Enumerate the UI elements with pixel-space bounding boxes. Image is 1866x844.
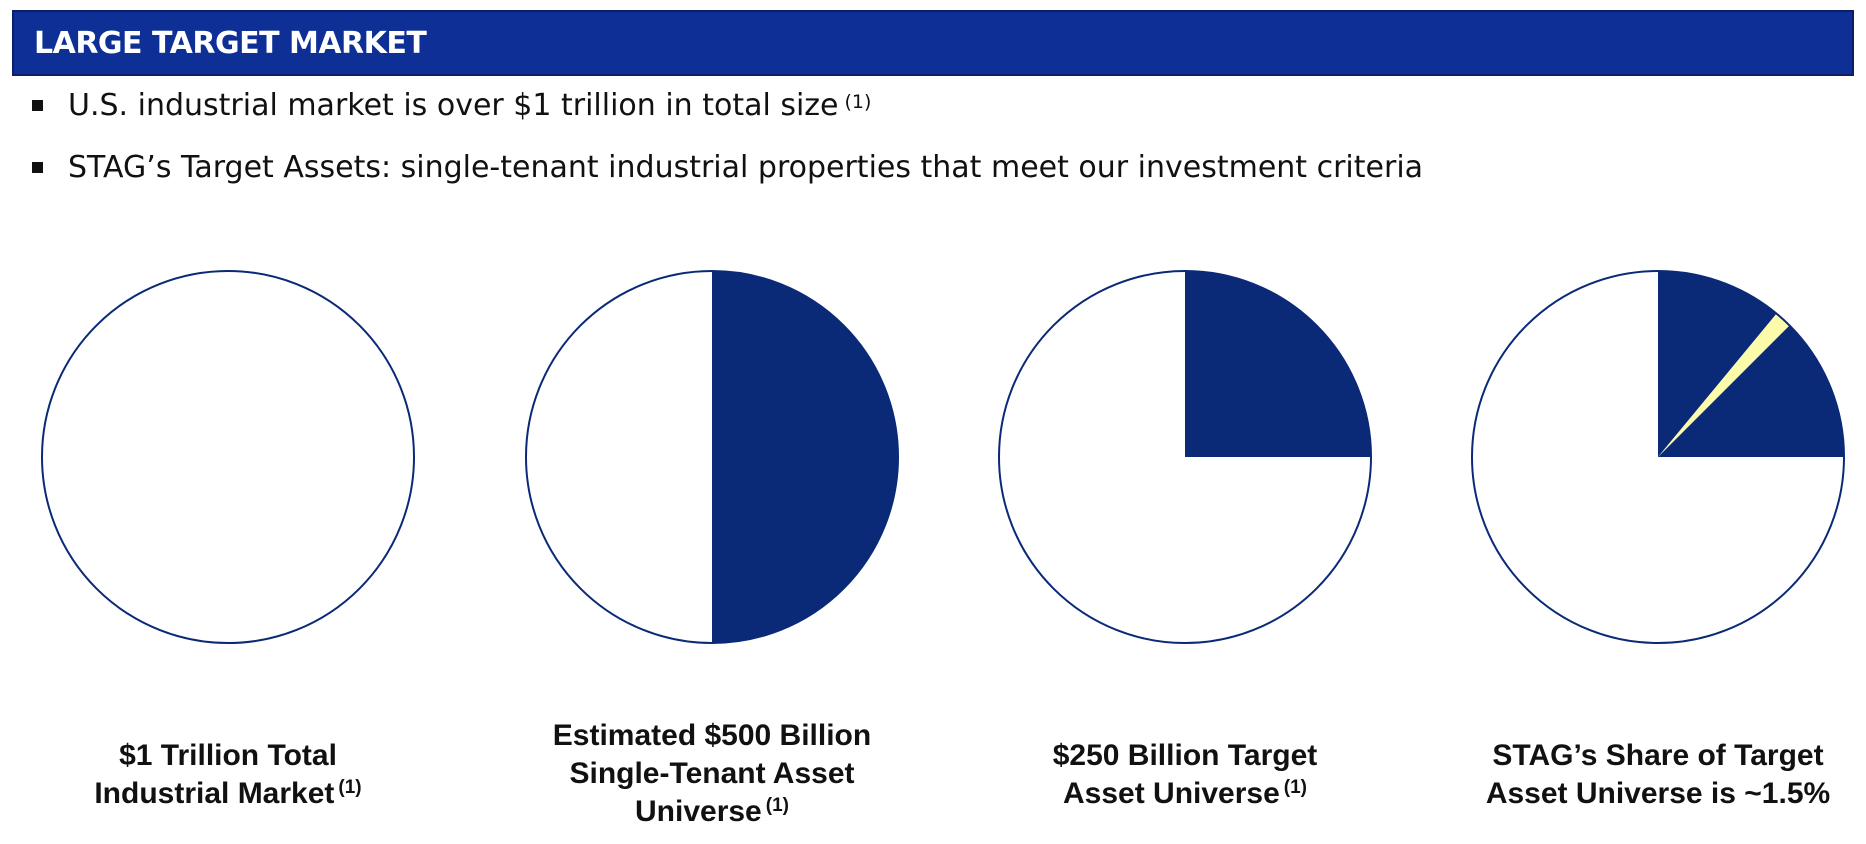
footnote-marker: (1) xyxy=(765,795,789,816)
pie-label: STAG’s Share of Target Asset Universe is … xyxy=(1438,737,1866,813)
pie-outline xyxy=(525,270,899,644)
pie-label-text: Estimated $500 Billion xyxy=(552,719,872,752)
pie-slice xyxy=(1658,313,1790,457)
pie-label-line: $1 Trillion Total xyxy=(8,737,448,775)
square-bullet-icon xyxy=(32,162,43,173)
footnote-marker: (1) xyxy=(844,91,872,113)
pie-chart xyxy=(998,270,1372,644)
pie-label-line: Estimated $500 Billion xyxy=(492,717,932,755)
pie-label-text: $1 Trillion Total xyxy=(119,739,337,772)
pie-slice xyxy=(1658,325,1844,457)
pie-outline xyxy=(1471,270,1845,644)
pie-label-line: Industrial Market (1) xyxy=(8,775,448,813)
pie-label-line: Single-Tenant Asset xyxy=(492,755,932,793)
pie-label-text: Asset Universe xyxy=(1062,777,1280,810)
footnote-marker: (1) xyxy=(1283,777,1308,798)
pie-label-text: Single-Tenant Asset xyxy=(569,757,855,790)
bullet-item: U.S. industrial market is over $1 trilli… xyxy=(32,88,1832,150)
pie-chart xyxy=(1471,270,1845,644)
pie-label: Estimated $500 Billion Single-Tenant Asse… xyxy=(492,717,932,831)
pie-label: $1 Trillion Total Industrial Market (1) xyxy=(8,737,448,813)
pie-label-text: STAG’s Share of Target xyxy=(1492,739,1824,772)
pie-slice xyxy=(1658,271,1777,457)
pie-outline xyxy=(998,270,1372,644)
pie-label-text: Industrial Market xyxy=(94,777,335,810)
pie-label-text: Universe xyxy=(635,795,762,828)
pie-label-line: STAG’s Share of Target xyxy=(1438,737,1866,775)
pie-label-line: Asset Universe (1) xyxy=(965,775,1405,813)
section-header-bar: LARGE TARGET MARKET xyxy=(12,10,1854,76)
bullet-list: U.S. industrial market is over $1 trilli… xyxy=(32,88,1832,212)
section-title: LARGE TARGET MARKET xyxy=(34,26,427,61)
pie-label-line: $250 Billion Target xyxy=(965,737,1405,775)
bullet-text: U.S. industrial market is over $1 trilli… xyxy=(68,88,839,123)
pie-slice xyxy=(712,271,898,643)
pie-label-text: $250 Billion Target xyxy=(1052,739,1318,772)
pie-label-text: Asset Universe is ~1.5% xyxy=(1485,777,1831,810)
pie-chart xyxy=(41,270,415,644)
bullet-text: STAG’s Target Assets: single-tenant indu… xyxy=(68,150,1424,185)
pie-slice xyxy=(1185,271,1371,457)
square-bullet-icon xyxy=(32,100,43,111)
pie-label-line: Asset Universe is ~1.5% xyxy=(1438,775,1866,813)
bullet-item: STAG’s Target Assets: single-tenant indu… xyxy=(32,150,1832,212)
footnote-marker: (1) xyxy=(338,777,362,798)
pie-outline xyxy=(41,270,415,644)
pie-label: $250 Billion Target Asset Universe (1) xyxy=(965,737,1405,813)
pie-background xyxy=(42,271,414,643)
pie-label-line: Universe (1) xyxy=(492,793,932,831)
pie-chart xyxy=(525,270,899,644)
